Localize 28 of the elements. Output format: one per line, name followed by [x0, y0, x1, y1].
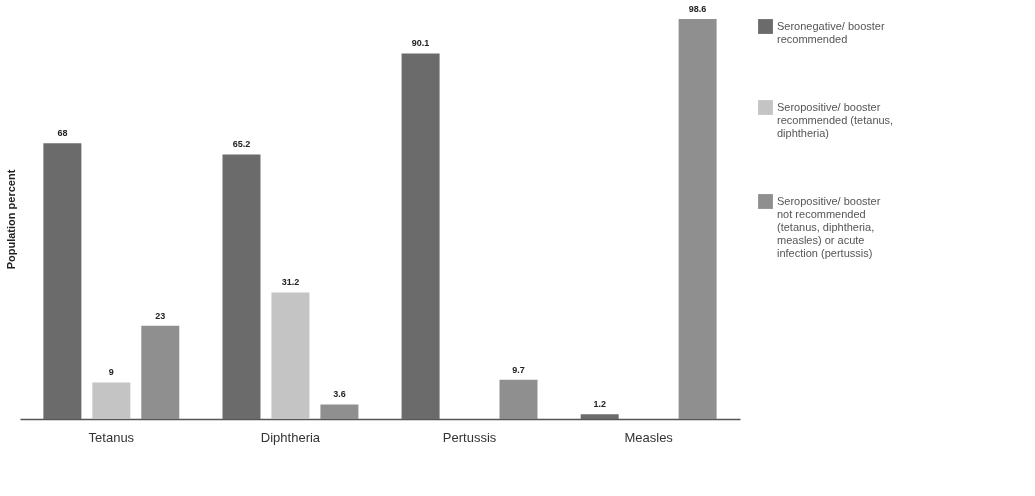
bar	[499, 379, 538, 419]
legend-label: Seronegative/ booster recommended	[777, 19, 885, 45]
bar	[401, 53, 440, 419]
data-label: 1.2	[593, 399, 606, 410]
bar	[320, 404, 359, 419]
y-axis-title: Population percent	[4, 169, 17, 270]
data-label: 9.7	[512, 364, 525, 375]
legend-label: Seropositive/ booster recommended (tetanus, diphtheria)	[777, 100, 894, 139]
data-label: 90.1	[411, 38, 430, 49]
bar	[222, 154, 261, 419]
data-label: 65.2	[232, 139, 251, 150]
bar	[678, 19, 717, 419]
x-tick-label: Diphtheria	[260, 429, 321, 445]
x-tick-label: Tetanus	[88, 429, 135, 445]
x-tick-label: Pertussis	[442, 429, 497, 445]
bar	[92, 382, 131, 419]
legend-label: Seropositive/ booster not recommended (tetanus, diphtheria, measles) or acute infection (pertussis)	[777, 194, 881, 259]
x-tick-label: Measles	[624, 429, 674, 445]
data-label: 68	[57, 128, 68, 139]
data-label: 98.6	[688, 4, 707, 14]
data-label: 3.6	[333, 389, 346, 400]
data-label: 23	[155, 310, 166, 321]
bar	[43, 143, 82, 419]
data-label: 9	[108, 367, 114, 378]
data-label: 31.2	[281, 277, 300, 288]
bar	[271, 292, 310, 419]
bar	[580, 414, 619, 419]
bar	[141, 325, 180, 419]
